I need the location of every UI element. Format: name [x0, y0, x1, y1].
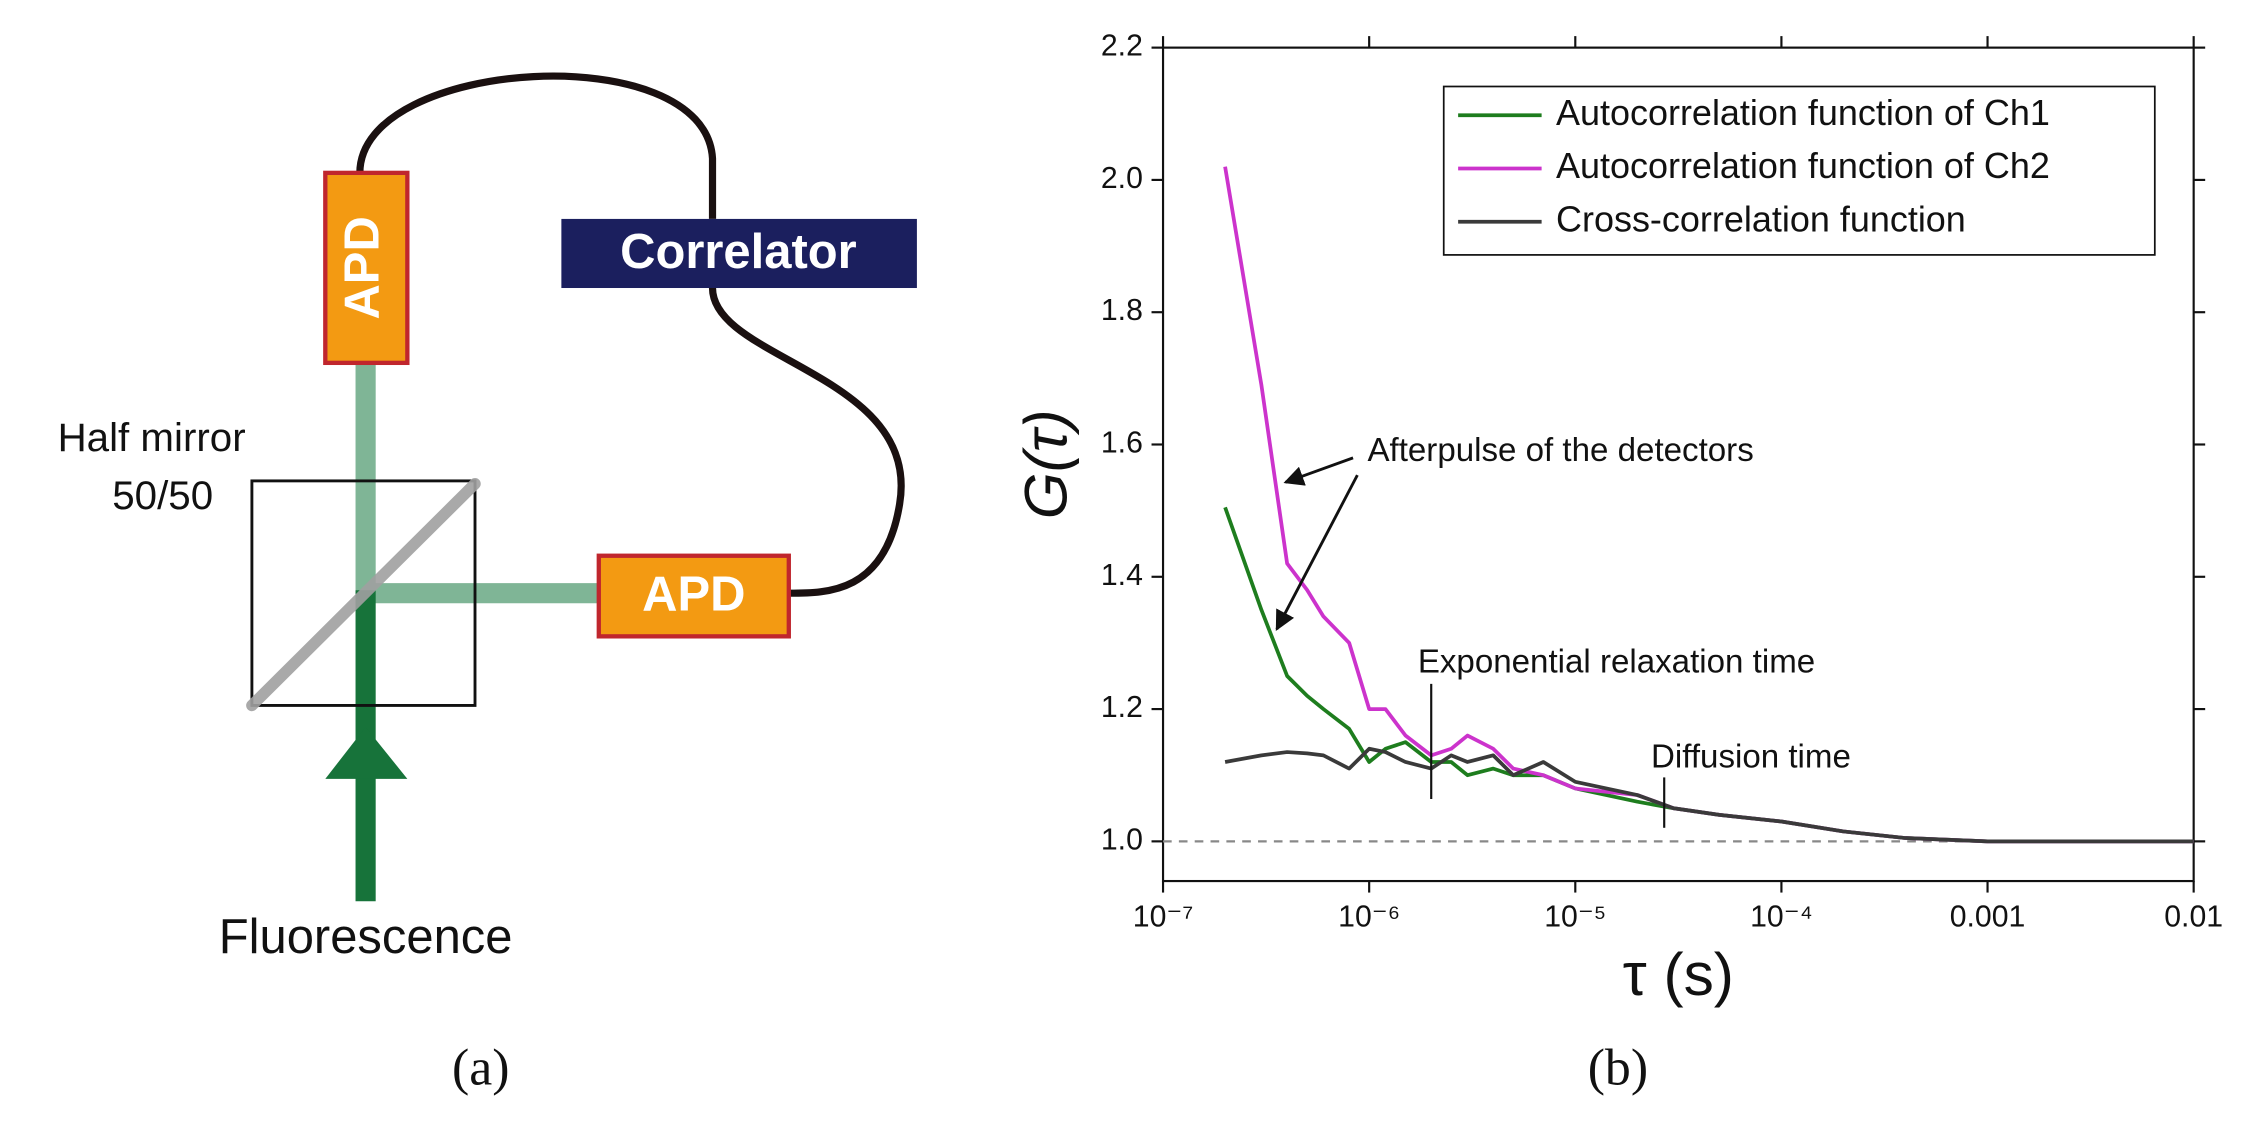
detector-box: [323, 170, 410, 366]
y-tick-label: 1.0: [1101, 823, 1143, 856]
y-tick-label: 1.6: [1101, 426, 1143, 459]
mirror-label: Half mirror: [58, 415, 246, 460]
half-mirror: [246, 478, 481, 712]
input-label: Fluorescence: [219, 910, 513, 964]
diagram: APD Correlator APD Half mirror 50/50 Flu…: [58, 72, 917, 1096]
x-tick-label: 10⁻⁴: [1750, 900, 1813, 933]
y-tick-label: 2.0: [1101, 162, 1143, 195]
detector-box: [596, 553, 791, 639]
beam-arrow: [325, 727, 408, 779]
y-tick-label: 1.2: [1101, 691, 1143, 724]
detector-label: APD: [642, 567, 745, 621]
annotation: Afterpulse of the detectors: [1367, 432, 1753, 469]
y-tick-label: 1.4: [1101, 559, 1143, 592]
cable: [708, 287, 905, 597]
panel-label: (b): [1588, 1039, 1648, 1096]
legend-label: Autocorrelation function of Ch1: [1556, 92, 2050, 133]
x-axis-label: τ (s): [1623, 940, 1734, 1008]
panel-label: (a): [452, 1039, 510, 1096]
x-tick-label: 10⁻⁵: [1544, 900, 1606, 933]
annotation-arrow: [1283, 456, 1354, 486]
y-tick-label: 2.2: [1101, 30, 1143, 63]
y-axis-label: G(τ): [1012, 409, 1080, 519]
detector-label: APD: [336, 216, 390, 319]
cable: [356, 72, 717, 219]
legend-label: Cross-correlation function: [1556, 198, 1966, 239]
legend-box: [1442, 85, 2156, 256]
x-tick-label: 10⁻⁶: [1338, 900, 1400, 933]
y-tick-label: 1.8: [1101, 294, 1143, 327]
correlator-label: Correlator: [620, 225, 857, 279]
x-tick-label: 0.01: [2164, 900, 2223, 933]
chart: 1.0 1.2 1.4 1.6 1.8 2.0 2.2 10⁻⁷ 10⁻⁶ 10⁻⁵ 10⁻⁴ 0.0…: [1012, 30, 2223, 1097]
x-tick-label: 0.001: [1950, 900, 2026, 933]
correlator-box: [561, 218, 917, 289]
legend-label: Autocorrelation function of Ch2: [1556, 145, 2050, 186]
half-mirror-box: [250, 479, 477, 707]
annotation-arrow: [1275, 474, 1359, 631]
annotation: Exponential relaxation time: [1418, 643, 1815, 680]
annotation: Diffusion time: [1651, 738, 1851, 775]
mirror-ratio: 50/50: [112, 473, 213, 518]
series-line: [1224, 746, 2194, 844]
plot-frame: [1161, 46, 2195, 883]
x-tick-label: 10⁻⁷: [1133, 900, 1194, 933]
